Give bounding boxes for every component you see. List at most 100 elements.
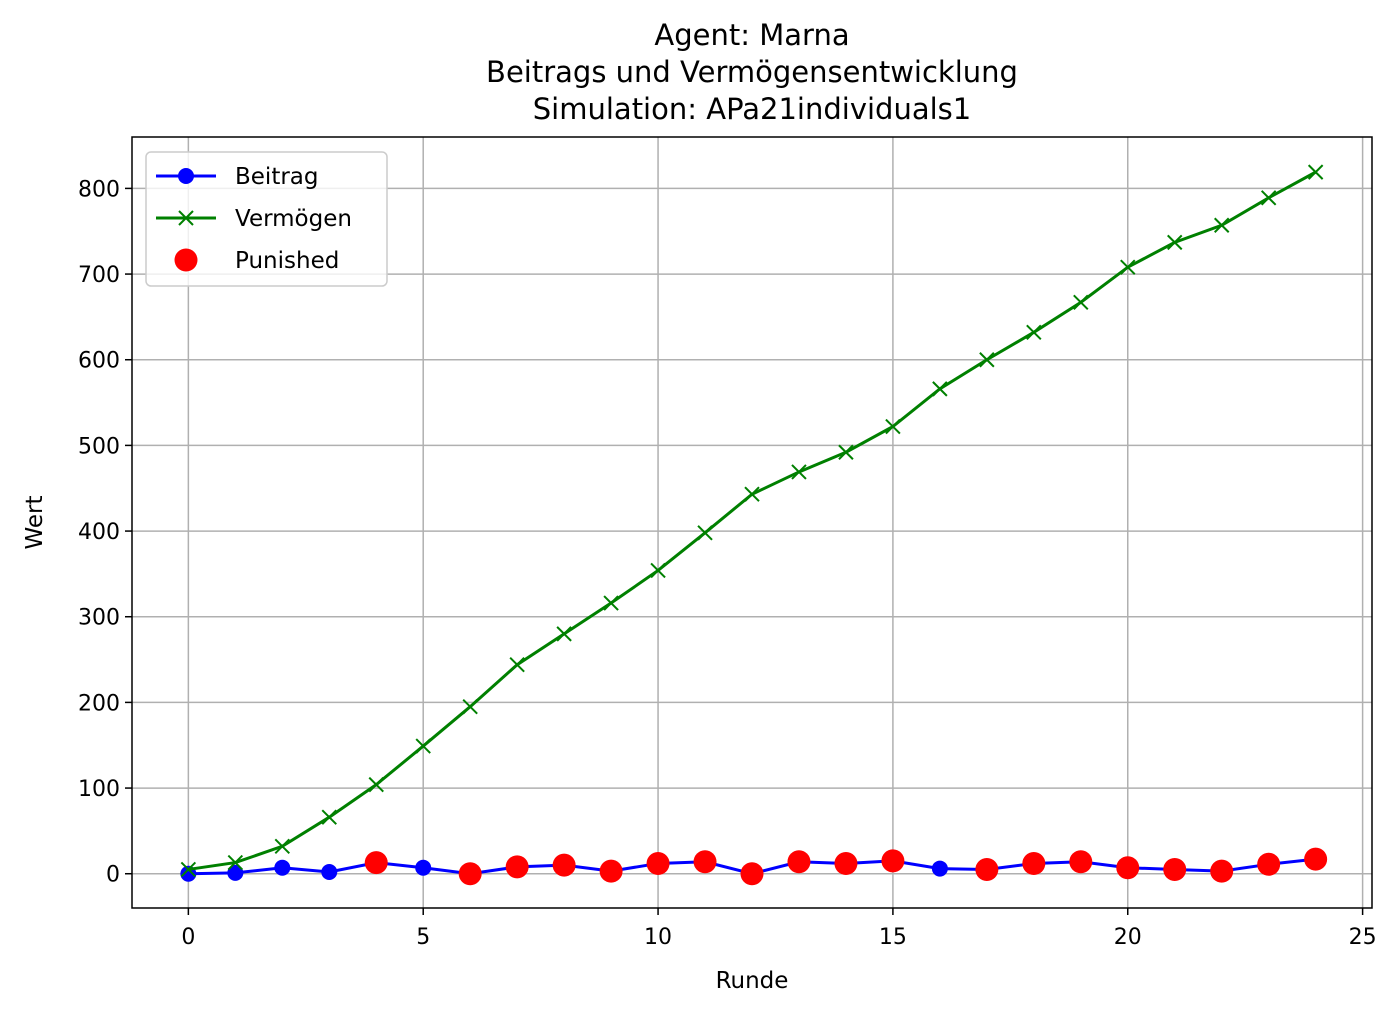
punished-point	[1304, 847, 1328, 871]
title-line-1: Beitrags und Vermögensentwicklung	[486, 55, 1018, 89]
series-point-verm-gen-stroke-b	[415, 738, 431, 754]
y-tick-label: 800	[78, 177, 120, 202]
series-point-verm-gen-stroke-b	[979, 352, 995, 368]
punished-point	[787, 850, 811, 874]
series-point-verm-gen-stroke-b	[791, 464, 807, 480]
series-point-verm-gen-stroke-b	[603, 595, 619, 611]
legend-item: Punished	[174, 248, 339, 274]
series-point-verm-gen	[1026, 324, 1042, 341]
y-axis-label: Wert	[22, 495, 48, 549]
punished-point	[693, 850, 717, 874]
y-tick-label: 400	[78, 520, 120, 545]
punished-point	[1069, 850, 1093, 874]
series-point-verm-gen-stroke-b	[1307, 164, 1324, 180]
punished-point	[552, 853, 576, 877]
series-point-verm-gen	[1120, 259, 1136, 275]
x-tick-label: 5	[416, 925, 430, 950]
punished-point	[1116, 856, 1140, 880]
series-point-verm-gen	[1260, 190, 1277, 206]
series-point-verm-gen	[1307, 164, 1324, 180]
series-point-verm-gen-stroke-b	[1213, 217, 1230, 233]
series-point-beitrag	[321, 864, 338, 881]
punished-point	[458, 862, 482, 886]
legend-label: Punished	[235, 248, 339, 274]
legend-item: Vermögen	[156, 206, 352, 232]
punished-point	[881, 849, 905, 873]
series-point-verm-gen	[556, 626, 572, 642]
series-point-verm-gen	[180, 861, 197, 878]
series-point-verm-gen-stroke-b	[462, 698, 478, 715]
x-tick-label: 10	[644, 925, 672, 950]
series-point-verm-gen-stroke-b	[1073, 294, 1089, 311]
series-point-verm-gen-stroke-b	[1167, 234, 1183, 251]
punished-point	[740, 862, 764, 886]
punished-point	[505, 855, 529, 879]
punished-point	[1257, 852, 1281, 876]
punished-point	[1163, 857, 1187, 881]
title-line-2: Simulation: APa21individuals1	[533, 92, 971, 126]
title-line-0: Agent: Marna	[654, 18, 849, 52]
series-point-verm-gen-stroke-b	[650, 562, 666, 579]
series-point-verm-gen	[462, 698, 478, 715]
series-point-verm-gen	[1073, 294, 1089, 311]
x-tick-label: 25	[1349, 925, 1377, 950]
series-point-verm-gen	[650, 562, 666, 579]
series-point-verm-gen	[509, 656, 525, 673]
series-point-verm-gen-stroke-b	[697, 525, 713, 541]
series-point-beitrag	[227, 864, 244, 881]
series-point-verm-gen	[979, 352, 995, 368]
series-point-verm-gen	[932, 381, 948, 397]
x-tick-label: 0	[181, 925, 195, 950]
legend-label: Beitrag	[235, 164, 319, 190]
series-point-verm-gen-stroke-b	[556, 626, 572, 642]
series-point-verm-gen	[697, 525, 713, 541]
series-point-verm-gen-stroke-b	[274, 838, 291, 855]
series-point-verm-gen	[1167, 234, 1183, 251]
punished-point	[834, 851, 858, 875]
series-point-verm-gen-stroke-b	[1026, 324, 1042, 341]
x-axis-label: Runde	[716, 968, 789, 994]
series-point-verm-gen-stroke-b	[180, 861, 197, 878]
x-tick-label: 15	[879, 925, 907, 950]
punished-point	[599, 859, 623, 883]
series-point-beitrag	[274, 859, 291, 876]
plot-frame	[131, 136, 1373, 909]
punished-point	[364, 851, 388, 875]
y-tick-label: 600	[78, 349, 120, 374]
series-point-verm-gen-stroke-b	[321, 809, 337, 825]
punished-point	[646, 851, 670, 875]
series-point-verm-gen	[838, 444, 854, 460]
legend-box	[145, 151, 388, 287]
axis-ticks: 0 5 10 15 20 25 0 100 200 300 400 500 600 700 800	[78, 177, 1377, 950]
series-point-beitrag	[931, 860, 948, 877]
y-tick-label: 200	[78, 691, 120, 716]
legend-marker	[178, 168, 194, 184]
series-point-verm-gen	[791, 464, 807, 480]
y-tick-label: 0	[106, 863, 120, 888]
series-point-verm-gen	[744, 486, 760, 502]
x-tick-label: 20	[1114, 925, 1142, 950]
punished-point	[1210, 859, 1234, 883]
y-tick-label: 500	[78, 434, 120, 459]
series-point-verm-gen-stroke-b	[744, 486, 760, 502]
punished-point	[975, 857, 999, 881]
series-point-verm-gen	[1213, 217, 1230, 233]
y-tick-label: 700	[78, 263, 120, 288]
series-point-verm-gen-stroke-b	[368, 776, 384, 793]
series-point-verm-gen	[415, 738, 431, 754]
y-tick-label: 100	[78, 777, 120, 802]
series-point-verm-gen-stroke-b	[932, 381, 948, 397]
series-point-verm-gen	[274, 838, 291, 855]
legend-item: Beitrag	[156, 164, 319, 190]
grid	[132, 137, 1372, 908]
legend-marker	[178, 210, 194, 226]
series-point-verm-gen-stroke-b	[838, 444, 854, 460]
series-point-verm-gen	[227, 854, 244, 871]
series-layer	[180, 164, 1328, 886]
series-point-verm-gen	[885, 418, 901, 435]
series-point-verm-gen	[321, 809, 337, 825]
legend-label: Vermögen	[235, 206, 352, 232]
series-point-verm-gen-stroke-b	[509, 656, 525, 673]
